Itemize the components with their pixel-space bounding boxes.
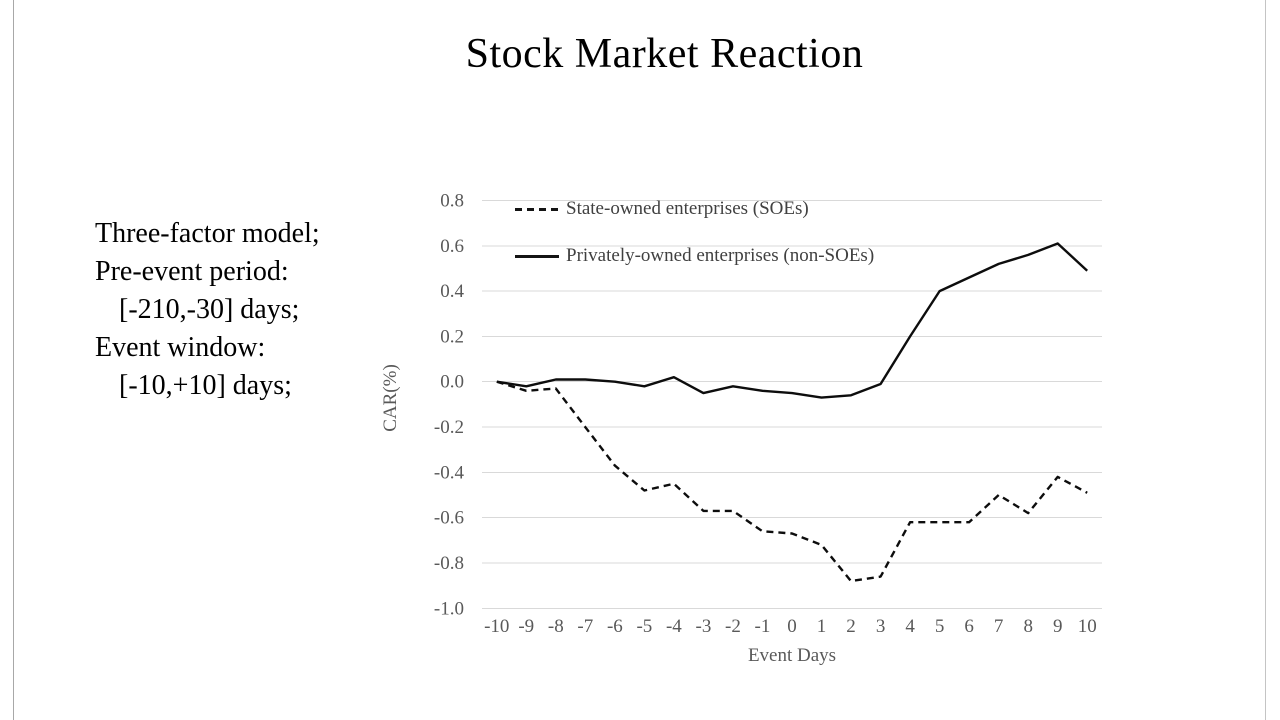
- x-axis-tick-label: -6: [607, 616, 623, 637]
- x-axis-tick-label: 0: [787, 616, 797, 637]
- note-line: Three-factor model;: [95, 218, 320, 249]
- y-axis-tick-label: 0.6: [440, 236, 464, 257]
- note-line: Event window:: [95, 332, 266, 363]
- solid-line-sample: [515, 254, 559, 258]
- x-axis-tick-label: -1: [755, 616, 771, 637]
- x-axis-tick-label: -10: [484, 616, 509, 637]
- x-axis-tick-label: 5: [935, 616, 945, 637]
- x-axis-tick-label: 6: [964, 616, 974, 637]
- chart-canvas: 0.80.60.40.20.0-0.2-0.4-0.6-0.8-1.0-10 -9…: [380, 191, 1102, 666]
- note-line: [-210,-30] days;: [119, 294, 300, 325]
- x-axis-tick-label: -7: [577, 616, 593, 637]
- dashed-line-sample: [515, 207, 559, 211]
- y-axis-tick-label: -1.0: [434, 598, 464, 619]
- y-axis-tick-label: -0.8: [434, 553, 464, 574]
- series-line-soe: [496, 380, 1088, 583]
- x-axis-tick-label: 3: [876, 616, 886, 637]
- car-chart: 0.8 0.6 0.4 0.2 0.0 -0.2 -0.4 -0.6 -0.8 -1.0 -10 -9…: [380, 180, 1120, 700]
- x-axis-tick-label: -4: [666, 616, 682, 637]
- x-axis-tick-label: 8: [1023, 616, 1032, 637]
- chart-legend: State-owned enterprises (SOEs) Privately…: [515, 197, 874, 291]
- y-axis-tick-label: -0.4: [434, 462, 465, 483]
- x-axis-tick-label: -5: [636, 616, 652, 637]
- x-axis-tick-label: 10: [1078, 616, 1097, 637]
- y-axis-title: CAR(%): [380, 364, 401, 432]
- legend-item-soe: State-owned enterprises (SOEs): [515, 197, 874, 221]
- y-axis-tick-label: 0.2: [440, 326, 464, 347]
- x-axis-tick-label: 2: [846, 616, 856, 637]
- y-axis-tick-label: 0.8: [440, 191, 464, 212]
- legend-label-soe: State-owned enterprises (SOEs): [566, 198, 809, 219]
- left-gray-margin: [0, 0, 14, 720]
- legend-item-nonsoe: Privately-owned enterprises (non-SOEs): [515, 244, 874, 268]
- x-axis-tick-label: 4: [905, 616, 915, 637]
- x-axis-tick-label: 7: [994, 616, 1004, 637]
- right-gray-margin: [1265, 0, 1280, 720]
- slide-title: Stock Market Reaction: [465, 31, 864, 77]
- y-axis-tick-label: -0.2: [434, 417, 464, 438]
- y-axis-tick-label: 0.0: [440, 372, 464, 393]
- model-notes: Three-factor model; Pre-event period: [-…: [95, 215, 320, 405]
- legend-label-nonsoe: Privately-owned enterprises (non-SOEs): [566, 245, 875, 266]
- note-line: [-10,+10] days;: [119, 370, 292, 401]
- y-axis-tick-label: 0.4: [440, 281, 464, 302]
- x-axis-tick-label: -8: [548, 616, 564, 637]
- x-axis-tick-label: -9: [518, 616, 534, 637]
- x-axis-tick-label: -3: [696, 616, 712, 637]
- y-axis-tick-label: -0.6: [434, 508, 464, 529]
- note-line: Pre-event period:: [95, 256, 289, 287]
- x-axis-title: Event Days: [748, 645, 836, 666]
- x-axis-tick-label: 1: [817, 616, 827, 637]
- x-axis-tick-label: 9: [1053, 616, 1063, 637]
- series-line-nonsoe: [496, 242, 1089, 399]
- x-axis-tick-label: -2: [725, 616, 741, 637]
